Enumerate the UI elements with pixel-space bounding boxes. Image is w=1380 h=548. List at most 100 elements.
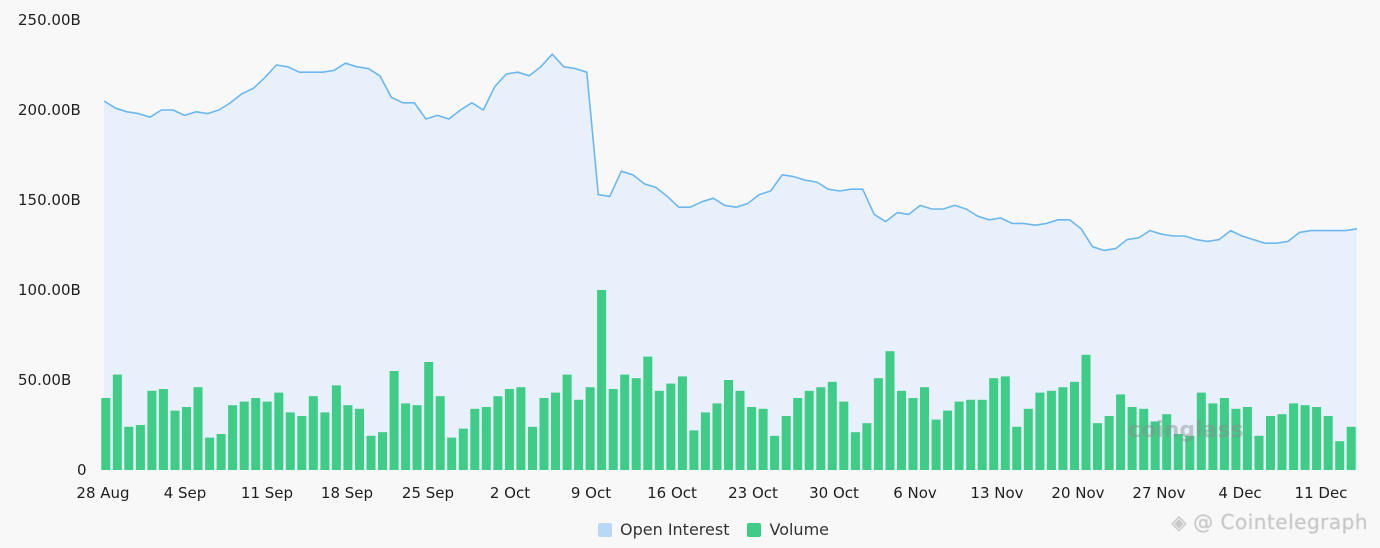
volume-bar	[1346, 426, 1356, 470]
x-tick-label: 18 Sep	[321, 484, 373, 502]
volume-bar	[943, 410, 953, 470]
volume-bar	[885, 351, 895, 470]
volume-bar	[470, 408, 480, 470]
volume-bar	[747, 407, 757, 470]
volume-bar	[297, 416, 307, 470]
chart-legend: Open Interest Volume	[598, 520, 829, 539]
volume-bar	[631, 378, 641, 470]
volume-bar	[781, 416, 791, 470]
y-tick-label: 50.00B	[18, 371, 71, 389]
volume-bar	[666, 383, 676, 470]
volume-bar	[1242, 407, 1252, 470]
volume-bar	[1277, 414, 1287, 470]
coinglass-watermark: coinglass	[1128, 418, 1244, 443]
volume-bar	[712, 403, 722, 470]
volume-bar	[1070, 381, 1079, 470]
open-interest-line	[103, 53, 1358, 252]
volume-bar	[677, 376, 687, 470]
volume-bar	[597, 290, 607, 470]
volume-bar	[908, 398, 918, 470]
volume-bar	[1093, 423, 1102, 470]
volume-bar	[528, 426, 537, 470]
volume-bar	[862, 423, 872, 470]
volume-bar	[101, 398, 111, 470]
x-tick-label: 25 Sep	[402, 484, 454, 502]
volume-bar	[378, 432, 387, 470]
volume-bar	[1000, 376, 1010, 470]
y-tick-label: 100.00B	[18, 281, 81, 299]
legend-swatch-open-interest	[598, 522, 612, 537]
legend-item-volume[interactable]: Volume	[747, 520, 829, 539]
volume-bar	[1231, 408, 1241, 470]
volume-bar	[124, 426, 134, 470]
volume-bar	[1127, 407, 1137, 470]
x-tick-label: 4 Sep	[164, 484, 207, 502]
volume-bar	[193, 387, 203, 470]
x-tick-label: 30 Oct	[809, 484, 859, 502]
volume-bar	[724, 380, 733, 470]
volume-bar	[954, 401, 964, 470]
volume-bar	[608, 389, 618, 470]
x-tick-label: 28 Aug	[76, 484, 129, 502]
volume-bar	[804, 390, 814, 470]
volume-bar	[401, 403, 411, 470]
volume-bar	[239, 401, 249, 470]
cointelegraph-text: @ Cointelegraph	[1193, 510, 1368, 534]
volume-bar	[1185, 435, 1195, 470]
volume-bar	[873, 378, 883, 470]
y-tick-label: 0	[77, 461, 87, 479]
x-tick-label: 11 Dec	[1295, 484, 1348, 502]
x-tick-label: 4 Dec	[1218, 484, 1261, 502]
volume-bar	[251, 398, 261, 470]
y-tick-label: 150.00B	[18, 191, 81, 209]
volume-bar	[689, 430, 699, 470]
volume-bar	[112, 374, 122, 470]
volume-bar	[827, 381, 837, 470]
volume-bar	[1081, 354, 1091, 470]
volume-bar	[620, 374, 630, 470]
volume-bar	[850, 432, 860, 470]
legend-label-volume: Volume	[769, 520, 829, 539]
volume-bar	[366, 435, 376, 470]
volume-bar	[1323, 416, 1333, 470]
volume-bar	[205, 437, 215, 470]
volume-bar	[1023, 408, 1033, 470]
volume-bar	[481, 407, 491, 470]
volume-bar	[170, 410, 180, 470]
volume-bar	[216, 434, 226, 470]
volume-bar	[1266, 416, 1275, 470]
volume-bar	[1058, 387, 1068, 470]
volume-bar	[539, 398, 549, 470]
x-tick-label: 6 Nov	[893, 484, 937, 502]
volume-bar	[1116, 394, 1126, 470]
volume-bar	[931, 419, 941, 470]
legend-item-open-interest[interactable]: Open Interest	[598, 520, 729, 539]
y-tick-label: 200.00B	[18, 101, 81, 119]
volume-bar	[758, 408, 768, 470]
volume-bar	[574, 399, 584, 470]
volume-bar	[585, 387, 595, 470]
volume-bar	[1335, 441, 1345, 470]
volume-bar	[389, 371, 399, 470]
cointelegraph-watermark: ◈ @ Cointelegraph	[1171, 510, 1368, 534]
volume-bar	[643, 356, 653, 470]
volume-bar	[770, 435, 780, 470]
x-tick-label: 20 Nov	[1051, 484, 1104, 502]
volume-bar	[182, 407, 191, 470]
volume-bar	[274, 392, 284, 470]
volume-bar	[285, 412, 295, 470]
volume-bar	[1196, 392, 1206, 470]
volume-bar	[158, 389, 168, 470]
volume-bar	[493, 396, 503, 470]
volume-bar	[228, 405, 238, 470]
volume-bar	[355, 408, 364, 470]
volume-bar	[147, 390, 157, 470]
volume-bar	[1300, 405, 1310, 470]
y-tick-label: 250.00B	[18, 11, 81, 29]
volume-bar	[1046, 390, 1056, 470]
volume-bar	[816, 387, 826, 470]
volume-bar	[839, 401, 849, 470]
volume-bar	[1254, 435, 1264, 470]
volume-bar	[447, 437, 457, 470]
cointelegraph-logo-icon: ◈	[1171, 510, 1188, 534]
